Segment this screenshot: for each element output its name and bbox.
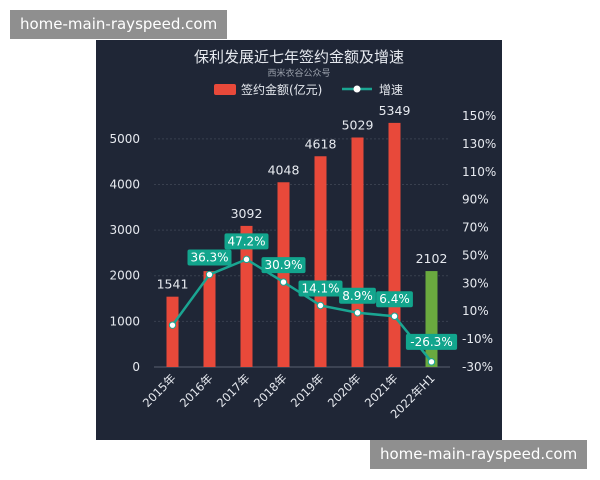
y-right-tick-label: -30% [462,360,493,374]
bar [314,156,327,367]
bar-value-label: 2102 [416,251,448,266]
label-text: 36.3% [190,251,228,265]
y-right-tick-label: 70% [462,221,489,235]
label-box [187,249,232,266]
line-point [390,312,399,320]
bar [166,296,179,367]
label-box [376,291,413,308]
label-box [224,233,269,250]
y-right-tick-label: 150% [462,109,496,123]
y-axis-left: 0 1000 2000 3000 4000 5000 [109,132,140,374]
label-box [339,287,376,304]
bar-value-label: 3092 [231,206,263,221]
y-left-tick-label: 2000 [109,269,140,283]
chart-background [96,40,502,440]
bar [203,271,216,367]
line-point [242,255,251,264]
chart-title: 保利发展近七年签约金额及增速 [194,48,404,66]
line-value-label: 47.2% [224,233,269,250]
legend-marker-line [353,85,361,93]
line-value-label: -26.3% [405,333,458,350]
bar-value-label: 5349 [379,103,411,118]
line-value-label: 30.9% [261,257,306,274]
line-point [205,270,214,279]
bar [388,122,401,368]
label-text: 47.2% [227,234,265,248]
watermark-top: home-main-rayspeed.com [10,10,228,39]
line-value-labels: 36.3% 47.2% 30.9% 14.1%8.9% 6.4% -26.3% [187,233,458,350]
y-left-tick-label: 3000 [109,223,140,237]
y-left-tick-label: 5000 [109,132,140,146]
legend: 签约金额(亿元) 增速 [214,82,403,97]
line-point [427,358,436,366]
line-value-label: 36.3% [187,249,232,266]
legend-label-line: 增速 [379,83,403,97]
legend-label-bar: 签约金额(亿元) [241,82,322,97]
bar-value-label: 5029 [342,117,374,132]
y-right-tick-label: 110% [462,165,496,179]
watermark-bottom: home-main-rayspeed.com [370,440,588,469]
y-right-tick-label: -10% [462,332,493,346]
y-left-tick-label: 0 [132,360,140,374]
line-value-label: 8.9% [339,287,376,304]
line-point [353,309,362,317]
label-text: 8.9% [342,289,373,303]
y-left-tick-label: 4000 [109,177,140,191]
label-box [298,280,343,297]
chart-subtitle: 西米衣谷公众号 [267,67,330,79]
y-right-tick-label: 130% [462,137,496,151]
y-axis-right: -30% -10% 10% 30% 50% 70% 90% 110% 130% 150% [462,109,496,374]
y-right-tick-label: 50% [462,248,489,262]
bar [351,137,364,367]
label-text: -26.3% [410,335,452,349]
line-value-label: 14.1% [298,280,343,297]
label-text: 6.4% [379,292,410,306]
y-right-tick-label: 90% [462,193,489,207]
label-box [405,333,458,350]
chart: 保利发展近七年签约金额及增速 西米衣谷公众号 签约金额(亿元) 增速 0 1000… [96,40,502,440]
bar [425,271,438,367]
label-text: 14.1% [301,282,339,296]
legend-swatch-bar [214,84,236,95]
line-point [168,321,177,329]
bar-value-label: 4048 [268,162,300,177]
bar [277,182,290,367]
y-left-tick-label: 1000 [109,314,140,328]
bar-value-labels: 15412101309240484618502953492102 [157,103,448,292]
grid [154,138,450,368]
bar-value-label: 1541 [157,277,189,292]
line-point [316,301,325,310]
label-text: 30.9% [264,258,302,272]
line-point [279,278,288,286]
bar-value-label: 4618 [305,136,337,151]
y-right-tick-label: 30% [462,276,489,290]
y-right-tick-label: 10% [462,304,489,318]
line-value-label: 6.4% [376,291,413,308]
label-box [261,257,306,274]
chart-panel: 保利发展近七年签约金额及增速 西米衣谷公众号 签约金额(亿元) 增速 0 1000… [96,40,502,440]
